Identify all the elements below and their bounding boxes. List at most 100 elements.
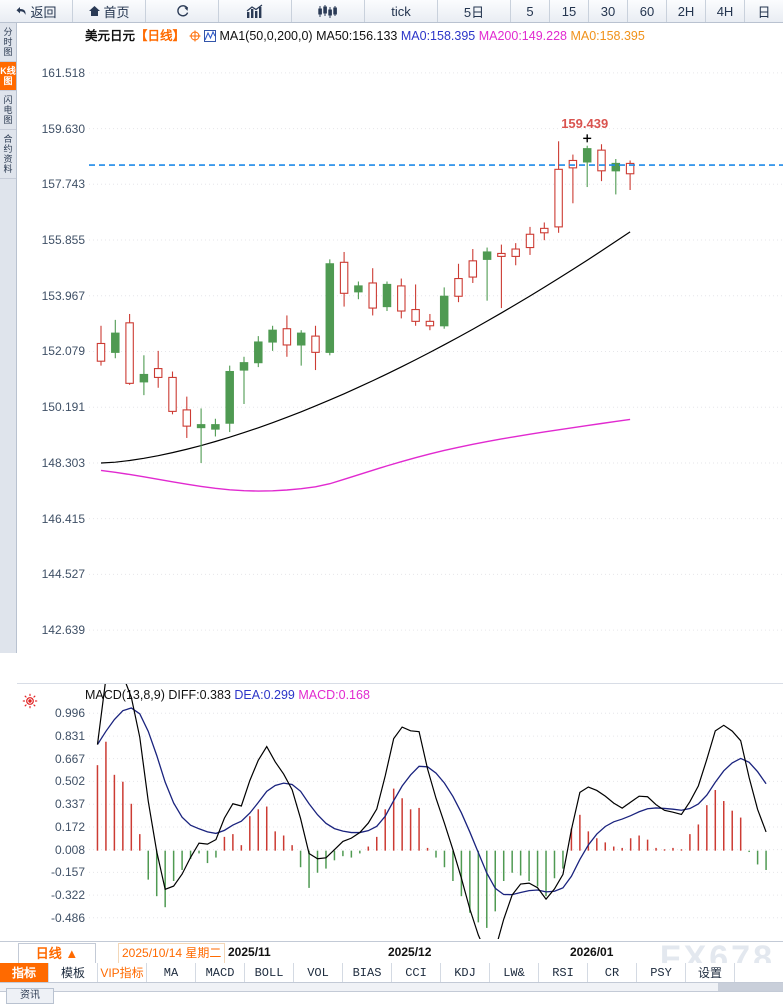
indicator-tab-main-label: 指标 [11, 966, 36, 980]
macd-macd-label: MACD:0.168 [298, 688, 370, 702]
candle [468, 249, 478, 283]
price-y-tick-label: 155.855 [41, 233, 85, 248]
footer-tab-news[interactable]: 资讯 [6, 988, 54, 1004]
sidebar-item-lightning-label: 闪电图 [3, 95, 13, 125]
last-price-tag: 159.439 [561, 116, 609, 132]
indicator-tab-ma[interactable]: MA [147, 963, 196, 982]
candle [153, 350, 163, 388]
macd-chart-svg [89, 684, 783, 939]
sidebar-item-timeline[interactable]: 分时图 [0, 23, 16, 62]
ma50-value-label: MA50:156.133 [316, 29, 398, 43]
price-pane-header: 美元日元【日线】 MA1(50,0,200,0) MA50:156.133 MA… [85, 25, 645, 43]
back-button[interactable]: 返回 [0, 0, 73, 22]
period-4h-button[interactable]: 4H [706, 0, 745, 22]
date-axis: 日线 ▲ 2025/10/14 星期二 2025/11 2025/12 2026… [0, 941, 783, 964]
chart-stage: 分时图 K线图 闪电图 合约资料 美元日元【日线】 MA1(50,0,200,0… [0, 23, 783, 1004]
indicator-tab-psy[interactable]: PSY [637, 963, 686, 982]
period-4h-label: 4H [716, 3, 734, 19]
period-day-button[interactable]: 日 [745, 0, 783, 22]
period-day-label: 日 [757, 4, 771, 20]
period-60min-button[interactable]: 60 [628, 0, 667, 22]
indicator-tab-settings[interactable]: 设置 [686, 963, 735, 982]
period-15min-label: 15 [561, 3, 577, 19]
indicator-tab-rsi[interactable]: RSI [539, 963, 588, 982]
period-2h-button[interactable]: 2H [667, 0, 706, 22]
ma0-blue-value-label: MA0:158.395 [400, 29, 476, 43]
candle [311, 325, 320, 371]
macd-title-label: MACD(13,8,9) [85, 688, 165, 702]
indicator-tab-macd[interactable]: MACD [196, 963, 245, 982]
refresh-icon [175, 4, 190, 18]
price-y-tick-label: 152.079 [41, 344, 85, 359]
ma1-params-label: MA1(50,0,200,0) [219, 29, 313, 43]
period-30min-button[interactable]: 30 [589, 0, 628, 22]
candlestick-type-button[interactable] [292, 0, 365, 22]
candle [511, 243, 520, 266]
ma200-line [100, 418, 631, 492]
indicator-tab-bias[interactable]: BIAS [343, 963, 392, 982]
horizontal-scrollbar[interactable] [0, 983, 783, 992]
candle [196, 408, 206, 464]
sidebar-item-lightning[interactable]: 闪电图 [0, 91, 16, 130]
sidebar-item-kline[interactable]: K线图 [0, 62, 16, 91]
candle [397, 278, 406, 319]
macd-y-tick-label: 0.172 [54, 819, 85, 834]
chart-type-button[interactable] [219, 0, 292, 22]
price-y-tick-label: 161.518 [41, 65, 85, 80]
indicator-tab-macd-label: MACD [205, 965, 235, 980]
scrollbar-thumb[interactable] [718, 983, 783, 991]
chart-bars-icon [245, 4, 265, 19]
indicator-tab-psy-label: PSY [650, 965, 672, 980]
candle [325, 259, 335, 356]
home-icon [88, 5, 101, 17]
cursor-date-label: 2025/10/14 星期二 [118, 943, 226, 964]
price-y-tick-label: 148.303 [41, 455, 85, 470]
indicator-tab-main[interactable]: 指标 [0, 963, 49, 982]
price-plot[interactable] [89, 23, 783, 678]
tick-button[interactable]: tick [365, 0, 438, 22]
indicator-tab-template[interactable]: 模板 [49, 963, 98, 982]
dea-line [96, 707, 767, 896]
indicator-tab-kdj-label: KDJ [454, 965, 476, 980]
macd-y-axis: 0.996 0.831 0.667 0.502 0.337 0.172 0.008 -0.15… [17, 684, 89, 939]
indicator-tab-cr[interactable]: CR [588, 963, 637, 982]
indicator-tab-boll[interactable]: BOLL [245, 963, 294, 982]
candle [139, 355, 149, 396]
period-2h-label: 2H [677, 3, 695, 19]
candle [568, 154, 578, 204]
period-5min-label: 5 [526, 3, 534, 19]
candle [368, 268, 377, 316]
price-pane: 美元日元【日线】 MA1(50,0,200,0) MA50:156.133 MA… [17, 23, 783, 678]
indicator-tab-vol[interactable]: VOL [294, 963, 343, 982]
home-button[interactable]: 首页 [73, 0, 146, 22]
diff-line [96, 684, 767, 939]
macd-plot[interactable] [89, 684, 783, 939]
candle [354, 281, 363, 300]
ma50-line [100, 231, 631, 464]
ma-indicator-icon[interactable] [204, 30, 216, 42]
macd-dea-label: DEA:0.299 [234, 688, 295, 702]
indicator-tab-boll-label: BOLL [254, 965, 284, 980]
macd-pane-header: MACD(13,8,9) DIFF:0.383 DEA:0.299 MACD:0… [85, 688, 370, 704]
refresh-button[interactable] [146, 0, 219, 22]
candle [611, 158, 621, 195]
indicator-tab-cci[interactable]: CCI [392, 963, 441, 982]
indicator-tab-vol-label: VOL [307, 965, 329, 980]
sun-settings-icon[interactable] [22, 693, 38, 709]
price-y-tick-label: 153.967 [41, 288, 85, 303]
crosshair-icon[interactable] [189, 30, 201, 42]
candle [125, 313, 134, 385]
sidebar-item-contract-info[interactable]: 合约资料 [0, 130, 16, 179]
indicator-tab-lw[interactable]: LW& [490, 963, 539, 982]
period-5day-button[interactable]: 5日 [438, 0, 511, 22]
price-chart-svg [89, 72, 783, 631]
candle [554, 141, 563, 233]
period-5min-button[interactable]: 5 [511, 0, 550, 22]
period-selector-button[interactable]: 日线 ▲ [18, 943, 96, 964]
indicator-tab-template-label: 模板 [60, 966, 85, 980]
sidebar-item-contract-info-label: 合约资料 [3, 134, 13, 174]
indicator-tab-vip[interactable]: VIP指标 [98, 963, 147, 982]
period-15min-button[interactable]: 15 [550, 0, 589, 22]
macd-pane: MACD(13,8,9) DIFF:0.383 DEA:0.299 MACD:0… [17, 683, 783, 939]
indicator-tab-kdj[interactable]: KDJ [441, 963, 490, 982]
